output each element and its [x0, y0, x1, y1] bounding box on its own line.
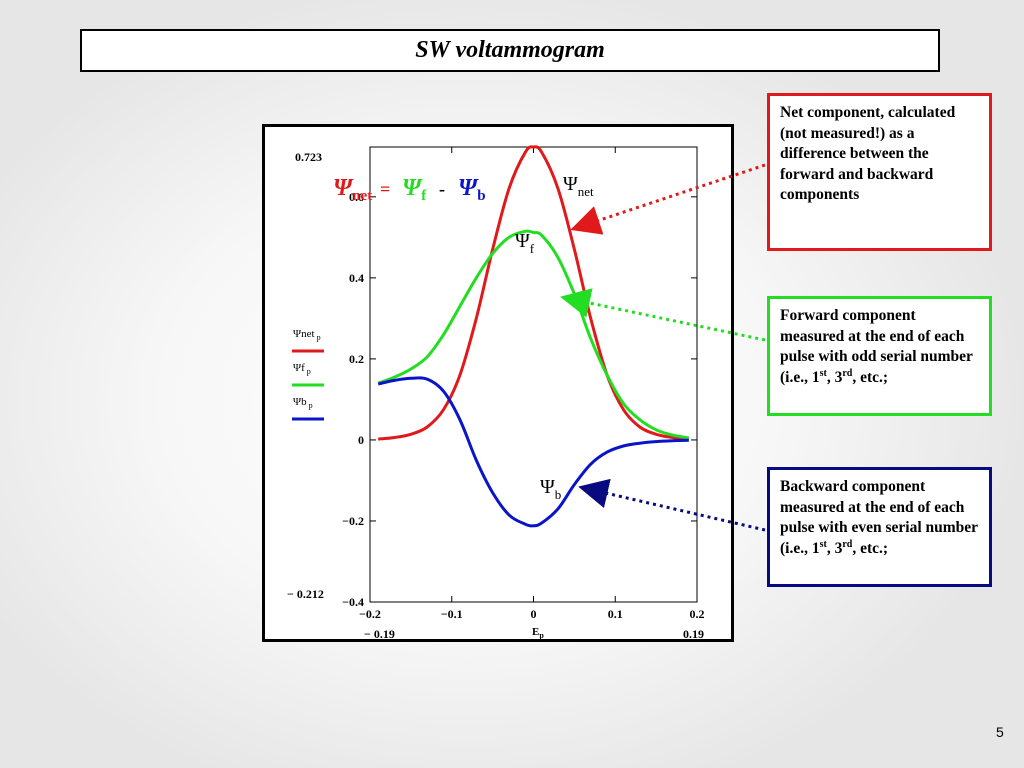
- backward-note-text: Backward component measured at the end o…: [780, 478, 978, 557]
- x-tick-label: 0.2: [690, 607, 705, 621]
- legend-backward-label: Ψb p: [293, 396, 313, 410]
- equation: Ψnet = Ψf - Ψb: [333, 175, 486, 204]
- x-tick-label: 0.1: [608, 607, 623, 621]
- backward-curve: [377, 376, 689, 528]
- legend-forward-label: Ψf p: [293, 362, 311, 376]
- forward-component-note: Forward component measured at the end of…: [767, 296, 992, 416]
- equation-psi-b: Ψb: [458, 175, 486, 204]
- forward-note-sup-1: st: [819, 367, 827, 379]
- x-axis-label: Ep: [532, 626, 544, 639]
- y-tick-label: 0: [358, 433, 364, 447]
- equation-equals: =: [380, 179, 390, 199]
- curve-label-backward: Ψb: [540, 476, 561, 502]
- equation-minus: -: [439, 179, 445, 199]
- backward-note-text-2: , 3: [826, 539, 843, 557]
- net-component-note: Net component, calculated (not measured!…: [767, 93, 992, 251]
- forward-curve: [377, 229, 690, 440]
- curve-label-forward: Ψf: [515, 230, 535, 256]
- x-tick-label: −0.1: [441, 607, 463, 621]
- axis-ticks: −0.2 −0.1 0 0.1 0.2−0.4−0.200.20.40.6: [342, 147, 705, 621]
- chart-svg: −0.2 −0.1 0 0.1 0.2−0.4−0.200.20.40.6 0.723 …: [287, 145, 705, 639]
- y-tick-label: 0.4: [349, 271, 364, 285]
- y-bottom-range-label: − 0.212: [287, 587, 324, 601]
- curve-label-net: Ψnet: [563, 173, 594, 199]
- plot-area: [369, 146, 698, 603]
- forward-note-text-2: , 3: [826, 368, 843, 386]
- x-tick-label: 0: [531, 607, 537, 621]
- voltammogram-chart: −0.2 −0.1 0 0.1 0.2 −0.4 −0.2 0 0.2 0.4 0.6 0.723 …: [262, 124, 734, 642]
- legend: Ψnet p Ψf p Ψb p: [292, 328, 324, 421]
- y-tick-label: −0.2: [342, 514, 364, 528]
- x-tick-label: −0.2: [359, 607, 381, 621]
- y-tick-label: 0.2: [349, 352, 364, 366]
- forward-note-text: Forward component measured at the end of…: [780, 307, 973, 386]
- y-tick-label: −0.4: [342, 595, 364, 609]
- backward-note-sup-2: rd: [842, 538, 853, 550]
- backward-component-note: Backward component measured at the end o…: [767, 467, 992, 587]
- y-top-range-label: 0.723: [295, 150, 322, 164]
- backward-note-sup-1: st: [819, 538, 827, 550]
- curves: [377, 145, 690, 528]
- slide-title: SW voltammogram: [80, 29, 940, 72]
- forward-note-text-3: , etc.;: [852, 368, 889, 386]
- backward-note-text-3: , etc.;: [852, 539, 889, 557]
- x-right-range-label: 0.19: [683, 627, 704, 639]
- net-curve: [378, 145, 689, 441]
- page-number: 5: [996, 724, 1004, 740]
- net-component-note-text: Net component, calculated (not measured!…: [780, 104, 956, 203]
- equation-psi-net: Ψnet: [333, 175, 372, 204]
- y-tick-label: 0.6: [349, 190, 364, 204]
- forward-note-sup-2: rd: [842, 367, 853, 379]
- x-left-range-label: − 0.19: [364, 627, 395, 639]
- slide-title-text: SW voltammogram: [415, 37, 605, 63]
- equation-psi-f: Ψf: [402, 175, 427, 204]
- legend-net-label: Ψnet p: [293, 328, 321, 342]
